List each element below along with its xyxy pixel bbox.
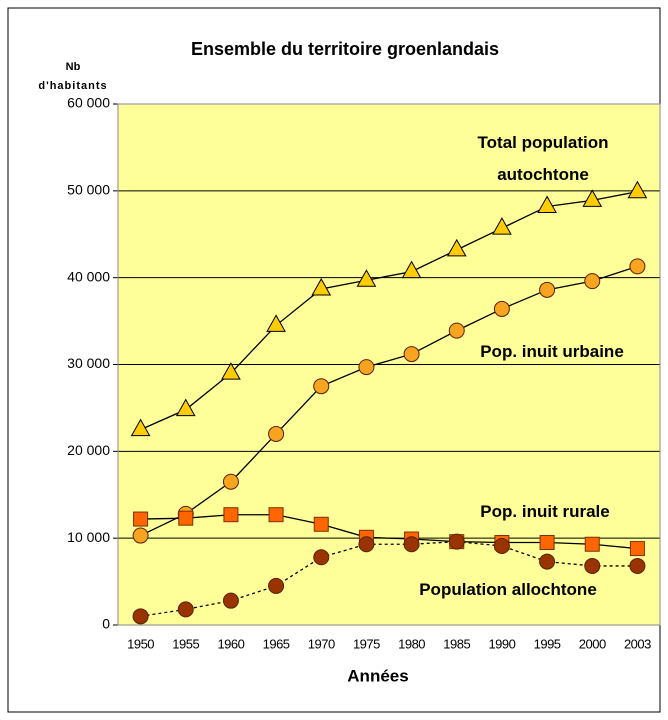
marker [584, 273, 601, 290]
y-tick-label: 0 [102, 616, 110, 632]
x-tick-label: 1970 [308, 636, 335, 651]
marker [627, 180, 648, 199]
marker [582, 189, 603, 207]
x-tick-label: 1960 [217, 636, 244, 651]
marker [448, 322, 465, 339]
marker [313, 378, 330, 395]
series-label: Total population autochtone [477, 133, 609, 184]
x-tick-label: 2000 [579, 636, 606, 651]
x-tick-label: 1990 [488, 636, 515, 651]
marker [132, 608, 149, 625]
x-tick-label: 1985 [443, 636, 470, 651]
x-tick-label: 1995 [534, 636, 561, 651]
y-tick-label: 40 000 [67, 268, 110, 284]
marker [177, 601, 194, 618]
marker [446, 238, 467, 257]
marker [584, 536, 600, 552]
marker [222, 592, 239, 609]
marker [356, 269, 377, 287]
marker [358, 536, 375, 553]
y-tick-label: 50 000 [67, 182, 110, 198]
marker [539, 535, 555, 551]
marker [584, 557, 601, 574]
marker [313, 549, 330, 566]
y-tick-label: 20 000 [67, 442, 110, 458]
marker [311, 277, 332, 296]
marker [268, 577, 285, 594]
x-tick-label: 1955 [172, 636, 199, 651]
marker [493, 537, 510, 554]
x-tick-label: 1950 [127, 636, 154, 651]
x-axis-title: Années [347, 666, 408, 685]
marker [492, 217, 512, 235]
marker [358, 359, 375, 376]
x-tick-label: 1980 [398, 636, 425, 651]
marker [268, 507, 284, 523]
marker [403, 536, 420, 553]
series-label: Pop. inuit rurale [480, 502, 610, 521]
plot-border [117, 103, 661, 626]
marker [133, 511, 149, 527]
y-tick-label: 10 000 [67, 529, 110, 545]
marker [629, 557, 646, 574]
marker [403, 346, 420, 363]
y-axis-title: Nb [66, 61, 81, 73]
y-tick-label: 60 000 [67, 95, 110, 111]
marker [629, 541, 645, 557]
marker [132, 527, 149, 544]
series-label: Population allochtone [419, 580, 597, 599]
x-tick-label: 2003 [624, 636, 651, 651]
y-tick-label: 30 000 [67, 355, 110, 371]
marker [266, 314, 286, 332]
marker [222, 473, 239, 490]
marker [629, 258, 646, 275]
x-tick-label: 1965 [263, 636, 290, 651]
marker [448, 533, 465, 550]
marker [401, 260, 422, 279]
chart-title: Ensemble du territoire groenlandais [191, 39, 499, 59]
marker [178, 510, 194, 526]
series-label: Pop. inuit urbaine [480, 342, 624, 361]
marker [223, 507, 239, 523]
marker [537, 195, 557, 213]
marker [539, 553, 556, 570]
series-line [140, 514, 638, 550]
marker [130, 418, 151, 437]
marker [268, 425, 285, 442]
marker [493, 300, 510, 317]
y-axis-title: d'habitants [38, 80, 107, 92]
marker [539, 281, 556, 298]
marker [313, 516, 329, 532]
x-tick-label: 1975 [353, 636, 380, 651]
marker [175, 398, 196, 417]
marker [221, 362, 241, 380]
